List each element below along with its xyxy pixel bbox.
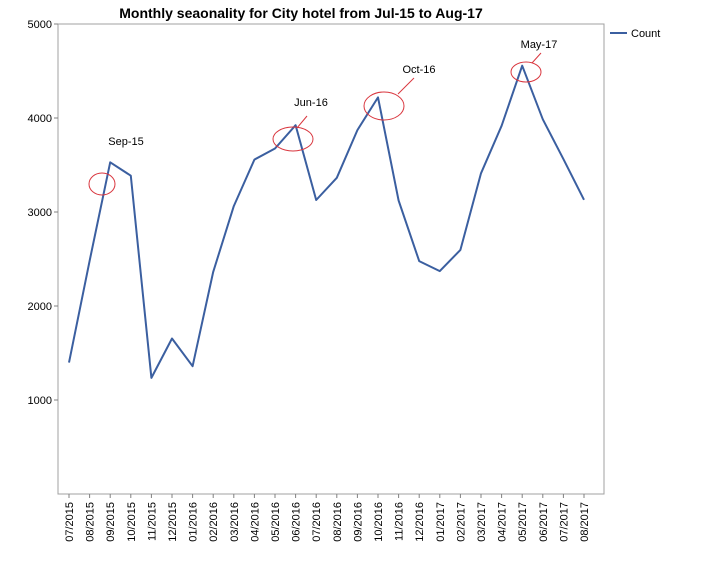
annotation-leader-may-17 (531, 52, 542, 64)
x-tick-label: 07/2016 (311, 502, 323, 542)
x-tick-label: 05/2017 (517, 502, 529, 542)
y-tick-label: 2000 (28, 301, 52, 313)
series-layer (68, 64, 585, 379)
x-tick-label: 10/2016 (373, 502, 385, 542)
series-line-count (68, 64, 585, 379)
plot-frame (57, 23, 605, 495)
annotation-label-oct-16: Oct-16 (402, 64, 435, 76)
y-tick-label: 5000 (28, 19, 52, 31)
annotation-circle-may-17 (510, 61, 542, 83)
x-tick-label: 02/2016 (208, 502, 220, 542)
x-tick-label: 02/2017 (455, 502, 467, 542)
annotation-circle-oct-16 (363, 91, 405, 121)
annotation-layer: Sep-15 Jun-16 Oct-16 May-17 (88, 39, 558, 196)
annotation-circle-sep-15 (88, 172, 116, 196)
x-tick-label: 09/2015 (105, 502, 117, 542)
legend-label-count: Count (631, 28, 660, 40)
annotation-leader-jun-16 (296, 115, 308, 129)
x-tick-label: 06/2017 (538, 502, 550, 542)
annotation-leader-oct-16 (397, 77, 415, 95)
x-tick-label: 04/2016 (249, 502, 261, 542)
x-tick-label: 03/2017 (476, 502, 488, 542)
legend: Count (610, 28, 660, 40)
x-tick-label: 01/2017 (435, 502, 447, 542)
x-tick-label: 10/2015 (126, 502, 138, 542)
x-tick-label: 01/2016 (188, 502, 200, 542)
x-tick-label: 07/2015 (64, 502, 76, 542)
x-tick-label: 05/2016 (270, 502, 282, 542)
annotation-label-may-17: May-17 (521, 39, 558, 51)
x-tick-label: 12/2015 (167, 502, 179, 542)
x-tick-label: 08/2016 (332, 502, 344, 542)
x-tick-label: 06/2016 (291, 502, 303, 542)
x-tick-label: 09/2016 (352, 502, 364, 542)
annotation-label-jun-16: Jun-16 (294, 97, 328, 109)
x-tick-label: 03/2016 (229, 502, 241, 542)
x-tick-label: 11/2015 (146, 502, 158, 541)
y-axis: 1000 2000 3000 4000 5000 (28, 19, 58, 407)
x-tick-label: 08/2017 (579, 502, 591, 542)
y-tick-label: 1000 (28, 395, 52, 407)
x-tick-label: 12/2016 (414, 502, 426, 542)
annotation-label-sep-15: Sep-15 (108, 136, 143, 148)
y-tick-label: 4000 (28, 113, 52, 125)
x-tick-label: 07/2017 (558, 502, 570, 542)
annotation-circle-jun-16 (272, 126, 314, 152)
x-tick-label: 04/2017 (497, 502, 509, 542)
y-tick-label: 3000 (28, 207, 52, 219)
x-tick-label: 08/2015 (85, 502, 97, 542)
x-tick-label: 11/2016 (394, 502, 406, 541)
x-axis: 07/2015 08/2015 09/2015 10/2015 11/2015 12/20… (64, 494, 591, 542)
chart-title: Monthly seaonality for City hotel from J… (119, 5, 483, 21)
